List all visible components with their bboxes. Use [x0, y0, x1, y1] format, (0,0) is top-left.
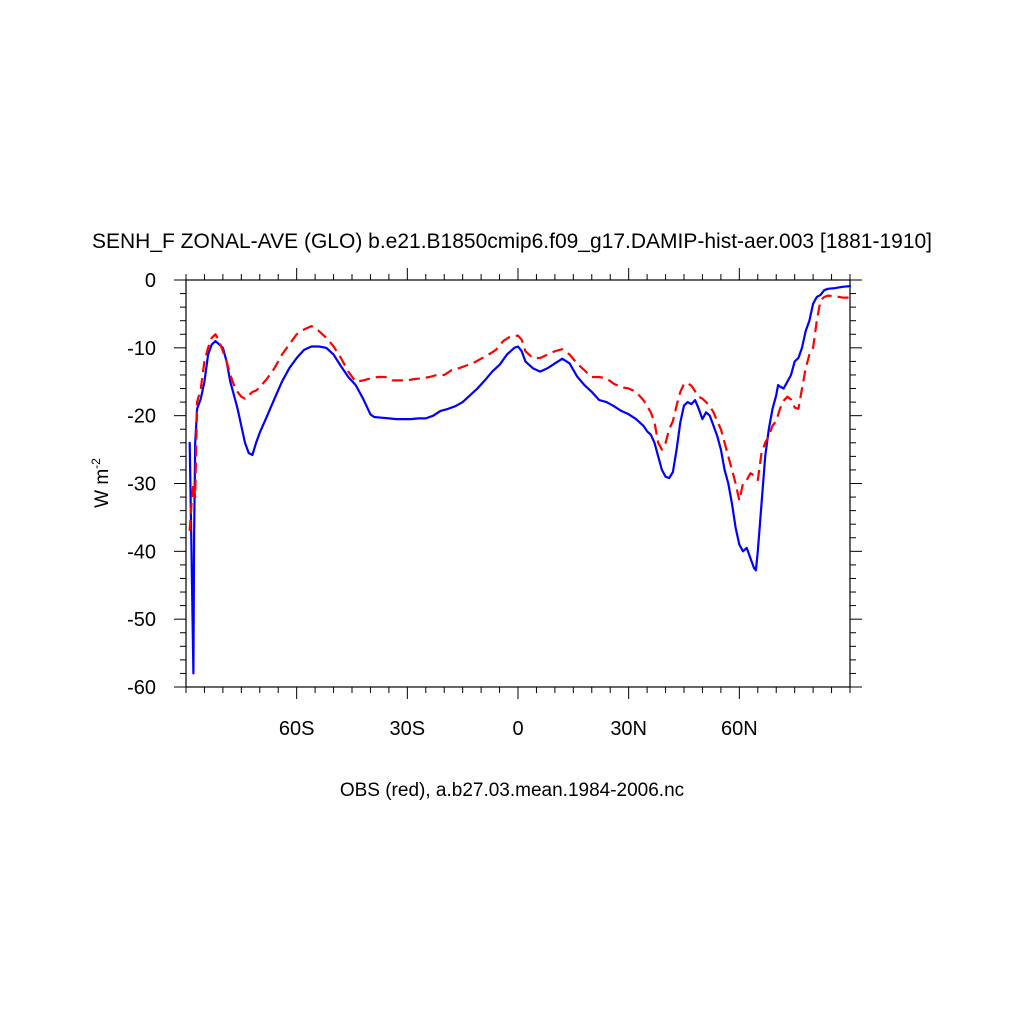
y-tick-label: -20 [127, 406, 156, 428]
chart-title: SENH_F ZONAL-AVE (GLO) b.e21.B1850cmip6.… [92, 230, 932, 253]
x-tick-label: 30N [610, 718, 647, 740]
x-tick-label: 60N [721, 718, 758, 740]
y-tick-label: -40 [127, 541, 156, 563]
x-tick-label: 30S [390, 718, 426, 740]
series-layer [188, 285, 852, 675]
axis-ticks [174, 268, 862, 699]
x-axis-label: OBS (red), a.b27.03.mean.1984-2006.nc [340, 780, 684, 801]
y-tick-label: -60 [127, 677, 156, 699]
y-tick-label: -30 [127, 474, 156, 496]
y-tick-label: -50 [127, 609, 156, 631]
y-axis-label-text: W m [92, 469, 113, 508]
series-line-model [188, 285, 852, 675]
y-tick-label: 0 [145, 270, 156, 292]
plot-frame [185, 279, 851, 688]
y-axis-label-exponent: -2 [89, 458, 103, 469]
y-tick-label: -10 [127, 338, 156, 360]
tick-labels: 60S 30S 0 30N 60N 0 -10 -20 -30 -40 -50 -60 [127, 270, 758, 740]
series-line-obs [188, 294, 850, 532]
y-axis-label: W m-2 [89, 458, 113, 508]
x-tick-label: 60S [279, 718, 315, 740]
plot-area [174, 268, 862, 699]
x-tick-label: 0 [512, 718, 523, 740]
